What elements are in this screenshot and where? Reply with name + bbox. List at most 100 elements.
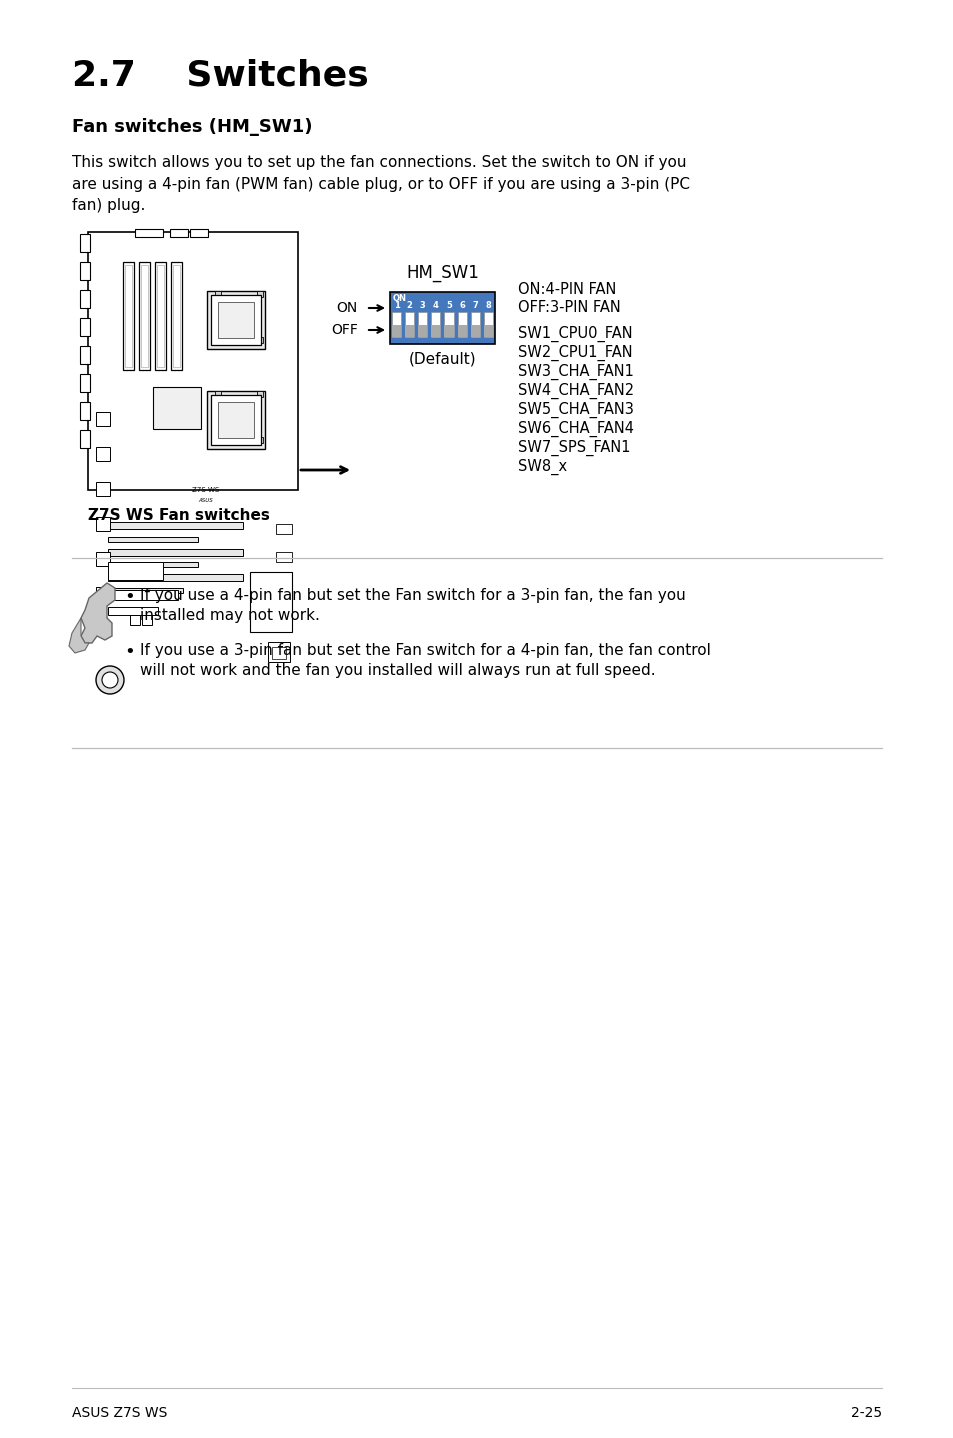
Polygon shape <box>69 618 89 653</box>
Text: HM_SW1: HM_SW1 <box>406 265 478 282</box>
Bar <box>268 641 290 661</box>
Bar <box>214 437 221 443</box>
Bar <box>88 232 297 490</box>
Text: 2.7    Switches: 2.7 Switches <box>71 58 369 92</box>
Circle shape <box>102 672 118 687</box>
Polygon shape <box>81 582 115 643</box>
Text: SW2_CPU1_FAN: SW2_CPU1_FAN <box>517 345 632 361</box>
Bar <box>256 336 263 344</box>
Bar <box>125 265 132 367</box>
Bar <box>275 552 292 562</box>
Text: ASUS: ASUS <box>198 498 213 502</box>
Bar <box>108 549 243 557</box>
Bar <box>392 312 400 336</box>
Bar <box>218 403 253 439</box>
Bar <box>80 234 90 252</box>
Bar <box>250 572 292 631</box>
Bar <box>390 292 495 344</box>
Bar <box>256 290 263 298</box>
Bar <box>96 413 110 426</box>
Text: 1: 1 <box>394 301 399 309</box>
Bar <box>154 262 166 370</box>
Bar <box>108 536 198 542</box>
Bar <box>80 430 90 449</box>
Bar <box>135 229 163 237</box>
Bar <box>457 325 466 336</box>
Bar <box>483 312 493 336</box>
Bar <box>80 403 90 420</box>
Text: If you use a 3-pin fan but set the Fan switch for a 4-pin fan, the fan control: If you use a 3-pin fan but set the Fan s… <box>140 643 710 659</box>
Bar <box>108 607 158 615</box>
Bar <box>96 518 110 531</box>
Text: •: • <box>125 588 135 605</box>
Bar <box>96 482 110 496</box>
Text: If you use a 4-pin fan but set the Fan switch for a 3-pin fan, the fan you: If you use a 4-pin fan but set the Fan s… <box>140 588 685 603</box>
Bar <box>108 590 178 600</box>
Bar <box>80 262 90 280</box>
Bar <box>108 562 198 567</box>
Text: 6: 6 <box>458 301 465 309</box>
Text: will not work and the fan you installed will always run at full speed.: will not work and the fan you installed … <box>140 663 655 677</box>
Text: ASUS Z7S WS: ASUS Z7S WS <box>71 1406 167 1419</box>
Bar <box>139 262 150 370</box>
Text: ON:4-PIN FAN: ON:4-PIN FAN <box>517 282 616 298</box>
Text: installed may not work.: installed may not work. <box>140 608 319 623</box>
Bar <box>275 580 292 590</box>
Text: SW5_CHA_FAN3: SW5_CHA_FAN3 <box>517 403 633 418</box>
Text: 8: 8 <box>485 301 491 309</box>
Bar <box>157 265 164 367</box>
Bar <box>417 325 427 336</box>
Text: SW7_SPS_FAN1: SW7_SPS_FAN1 <box>517 440 630 456</box>
Text: This switch allows you to set up the fan connections. Set the switch to ON if yo: This switch allows you to set up the fan… <box>71 155 689 213</box>
Bar <box>96 587 110 601</box>
Bar <box>256 391 263 397</box>
Bar <box>108 574 243 581</box>
Text: (Default): (Default) <box>408 352 476 367</box>
Bar <box>214 336 221 344</box>
Text: 3: 3 <box>419 301 425 309</box>
Bar <box>211 295 261 345</box>
Bar <box>190 229 208 237</box>
Text: 2-25: 2-25 <box>850 1406 882 1419</box>
Text: 5: 5 <box>446 301 452 309</box>
Text: 7: 7 <box>472 301 477 309</box>
Circle shape <box>96 666 124 695</box>
Text: Z7S WS Fan switches: Z7S WS Fan switches <box>88 508 270 523</box>
Text: ON: ON <box>336 301 357 315</box>
Bar <box>214 391 221 397</box>
Bar <box>272 647 286 659</box>
Text: •: • <box>125 643 135 661</box>
Bar <box>211 395 261 444</box>
Bar <box>417 312 427 336</box>
Text: 4: 4 <box>433 301 438 309</box>
Text: OFF: OFF <box>331 324 357 336</box>
Bar <box>80 290 90 308</box>
Bar <box>123 262 133 370</box>
Bar <box>130 615 140 626</box>
Bar <box>431 325 440 336</box>
Bar <box>275 523 292 533</box>
Bar <box>141 265 148 367</box>
Bar <box>207 290 265 349</box>
Bar <box>108 588 183 592</box>
Text: SW4_CHA_FAN2: SW4_CHA_FAN2 <box>517 383 634 400</box>
Text: SW6_CHA_FAN4: SW6_CHA_FAN4 <box>517 421 634 437</box>
Bar <box>80 374 90 393</box>
Text: OFF:3-PIN FAN: OFF:3-PIN FAN <box>517 301 620 315</box>
Text: 2: 2 <box>406 301 413 309</box>
Bar <box>444 312 453 336</box>
Bar <box>483 325 493 336</box>
Text: ON: ON <box>393 293 407 303</box>
Text: SW1_CPU0_FAN: SW1_CPU0_FAN <box>517 326 632 342</box>
Bar <box>170 229 188 237</box>
Bar <box>80 318 90 336</box>
Bar <box>171 262 182 370</box>
Bar <box>218 302 253 338</box>
Bar <box>256 437 263 443</box>
Bar <box>96 447 110 462</box>
Text: SW8_x: SW8_x <box>517 459 566 475</box>
Bar <box>108 522 243 529</box>
Bar <box>392 325 400 336</box>
Bar <box>108 562 163 580</box>
Text: Z7S WS: Z7S WS <box>193 487 219 493</box>
